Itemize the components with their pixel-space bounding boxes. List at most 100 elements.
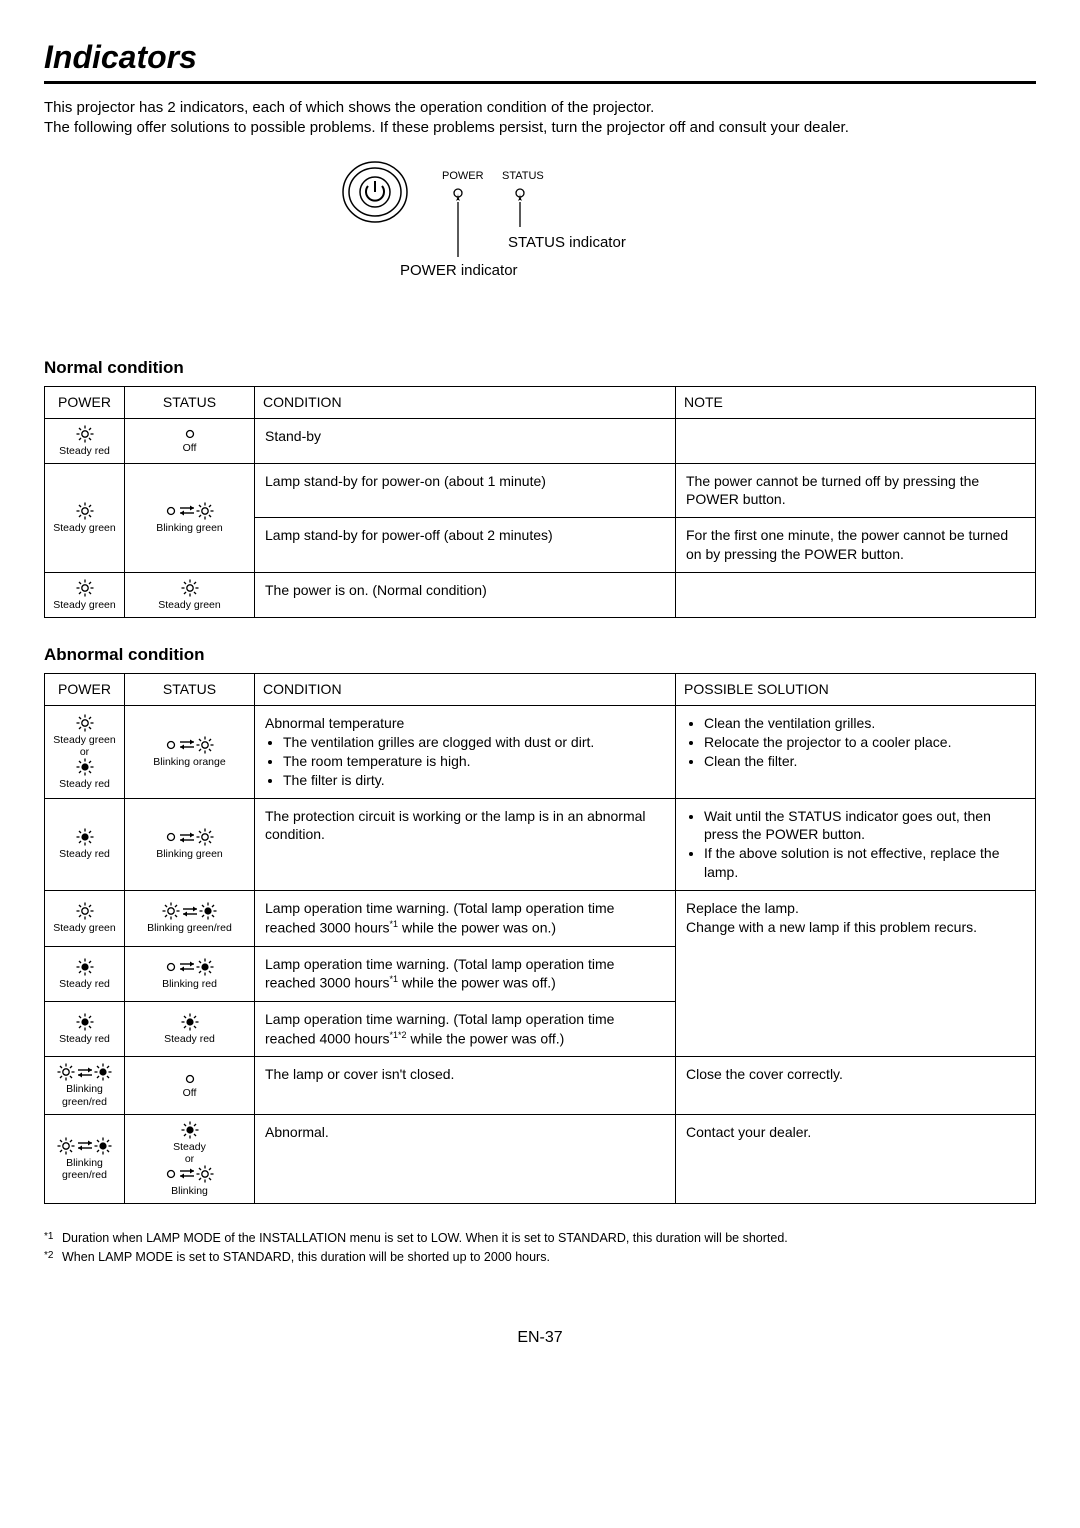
table-row: Blinking green/red Steady or Blinking Ab… (45, 1114, 1036, 1203)
status-state: Blinking red (127, 978, 252, 990)
diagram-status-label: STATUS (502, 170, 544, 182)
condition: Stand-by (255, 418, 676, 463)
normal-table: POWER STATUS CONDITION NOTE Steady red O… (44, 386, 1036, 619)
diagram-status-indicator: STATUS indicator (508, 234, 626, 251)
sun-icon (76, 579, 94, 597)
status-state: Blinking green (127, 522, 252, 534)
intro-line-1: This projector has 2 indicators, each of… (44, 98, 1036, 118)
condition: Abnormal. (255, 1114, 676, 1203)
th-condition: CONDITION (255, 674, 676, 706)
off-icon (165, 961, 177, 973)
power-state: Steady red (47, 978, 122, 990)
status-state: Steady green (127, 599, 252, 611)
sun-icon (196, 828, 214, 846)
off-icon (184, 1073, 196, 1085)
sol-bullet: Relocate the projector to a cooler place… (704, 733, 1025, 752)
table-row: Steady green Steady green The power is o… (45, 573, 1036, 618)
power-or: or (47, 746, 122, 758)
sun-icon (76, 902, 94, 920)
status-state: Blinking green (127, 848, 252, 860)
diagram-power-indicator: POWER indicator (400, 262, 518, 279)
off-icon (184, 428, 196, 440)
power-state: Blinking green/red (47, 1157, 122, 1181)
footnotes: *1Duration when LAMP MODE of the INSTALL… (44, 1230, 1036, 1267)
sun-icon (181, 579, 199, 597)
abnormal-table: POWER STATUS CONDITION POSSIBLE SOLUTION… (44, 673, 1036, 1204)
sol-line: Change with a new lamp if this problem r… (686, 918, 1025, 937)
arrows-icon (180, 831, 194, 844)
table-row: Steady red Blinking green The protection… (45, 798, 1036, 891)
note: For the first one minute, the power cann… (676, 518, 1036, 573)
arrows-icon (180, 960, 194, 973)
power-state-a: Steady green (47, 734, 122, 746)
sol-bullet: Clean the filter. (704, 752, 1025, 771)
sun-icon (57, 1137, 75, 1155)
power-state: Steady green (47, 522, 122, 534)
note: The power cannot be turned off by pressi… (676, 463, 1036, 518)
intro-line-2: The following offer solutions to possibl… (44, 118, 1036, 138)
condition: Lamp operation time warning. (Total lamp… (255, 1002, 676, 1057)
sol-line: Replace the lamp. (686, 899, 1025, 918)
status-state: Off (127, 1087, 252, 1099)
condition: The protection circuit is working or the… (255, 798, 676, 891)
fn1-marker: *1 (44, 1230, 58, 1248)
power-state: Steady red (47, 848, 122, 860)
sun-icon (196, 502, 214, 520)
power-state: Steady green (47, 599, 122, 611)
condition: Lamp stand-by for power-on (about 1 minu… (255, 463, 676, 518)
th-power: POWER (45, 386, 125, 418)
note (676, 418, 1036, 463)
arrows-icon (183, 905, 197, 918)
sun-icon (196, 1165, 214, 1183)
cond-bullet: The filter is dirty. (283, 771, 665, 790)
arrows-icon (180, 1167, 194, 1180)
sun-solid-icon (76, 828, 94, 846)
diagram-svg: POWER POWER indicator STATUS STATUS indi… (330, 157, 750, 317)
page-number: EN-37 (44, 1327, 1036, 1349)
status-state: Blinking green/red (127, 922, 252, 934)
sun-icon (57, 1063, 75, 1081)
table-row: Steady green Blinking green/red Lamp ope… (45, 891, 1036, 946)
sun-solid-icon (76, 958, 94, 976)
sun-solid-icon (196, 958, 214, 976)
arrows-icon (180, 504, 194, 517)
solution: Close the cover correctly. (676, 1057, 1036, 1114)
table-row: Blinking green/red Off The lamp or cover… (45, 1057, 1036, 1114)
fn2-marker: *2 (44, 1249, 58, 1267)
fn1-text: Duration when LAMP MODE of the INSTALLAT… (62, 1230, 788, 1248)
sun-icon (76, 425, 94, 443)
th-power: POWER (45, 674, 125, 706)
sol-bullet: If the above solution is not effective, … (704, 844, 1025, 882)
off-icon (165, 831, 177, 843)
diagram-power-label: POWER (442, 170, 484, 182)
sun-solid-icon (76, 1013, 94, 1031)
sun-icon (196, 736, 214, 754)
indicator-diagram: POWER POWER indicator STATUS STATUS indi… (44, 157, 1036, 317)
status-or: or (127, 1153, 252, 1165)
status-state-a: Steady (127, 1141, 252, 1153)
power-state: Blinking green/red (47, 1083, 122, 1107)
sun-solid-icon (199, 902, 217, 920)
intro-text: This projector has 2 indicators, each of… (44, 98, 1036, 139)
sun-icon (76, 714, 94, 732)
th-condition: CONDITION (255, 386, 676, 418)
cond-bullet: The ventilation grilles are clogged with… (283, 733, 665, 752)
cond-bullet: The room temperature is high. (283, 752, 665, 771)
th-solution: POSSIBLE SOLUTION (676, 674, 1036, 706)
status-state: Steady red (127, 1033, 252, 1045)
note (676, 573, 1036, 618)
condition: Lamp operation time warning. (Total lamp… (255, 946, 676, 1001)
power-state: Steady red (47, 1033, 122, 1045)
abnormal-heading: Abnormal condition (44, 644, 1036, 667)
condition: Lamp operation time warning. (Total lamp… (255, 891, 676, 946)
condition: The lamp or cover isn't closed. (255, 1057, 676, 1114)
th-status: STATUS (125, 386, 255, 418)
power-state-b: Steady red (47, 778, 122, 790)
table-row: Steady green Blinking green Lamp stand-b… (45, 463, 1036, 518)
cond-heading: Abnormal temperature (265, 714, 665, 733)
sun-solid-icon (181, 1013, 199, 1031)
th-note: NOTE (676, 386, 1036, 418)
arrows-icon (180, 738, 194, 751)
sun-icon (162, 902, 180, 920)
sun-solid-icon (76, 758, 94, 776)
